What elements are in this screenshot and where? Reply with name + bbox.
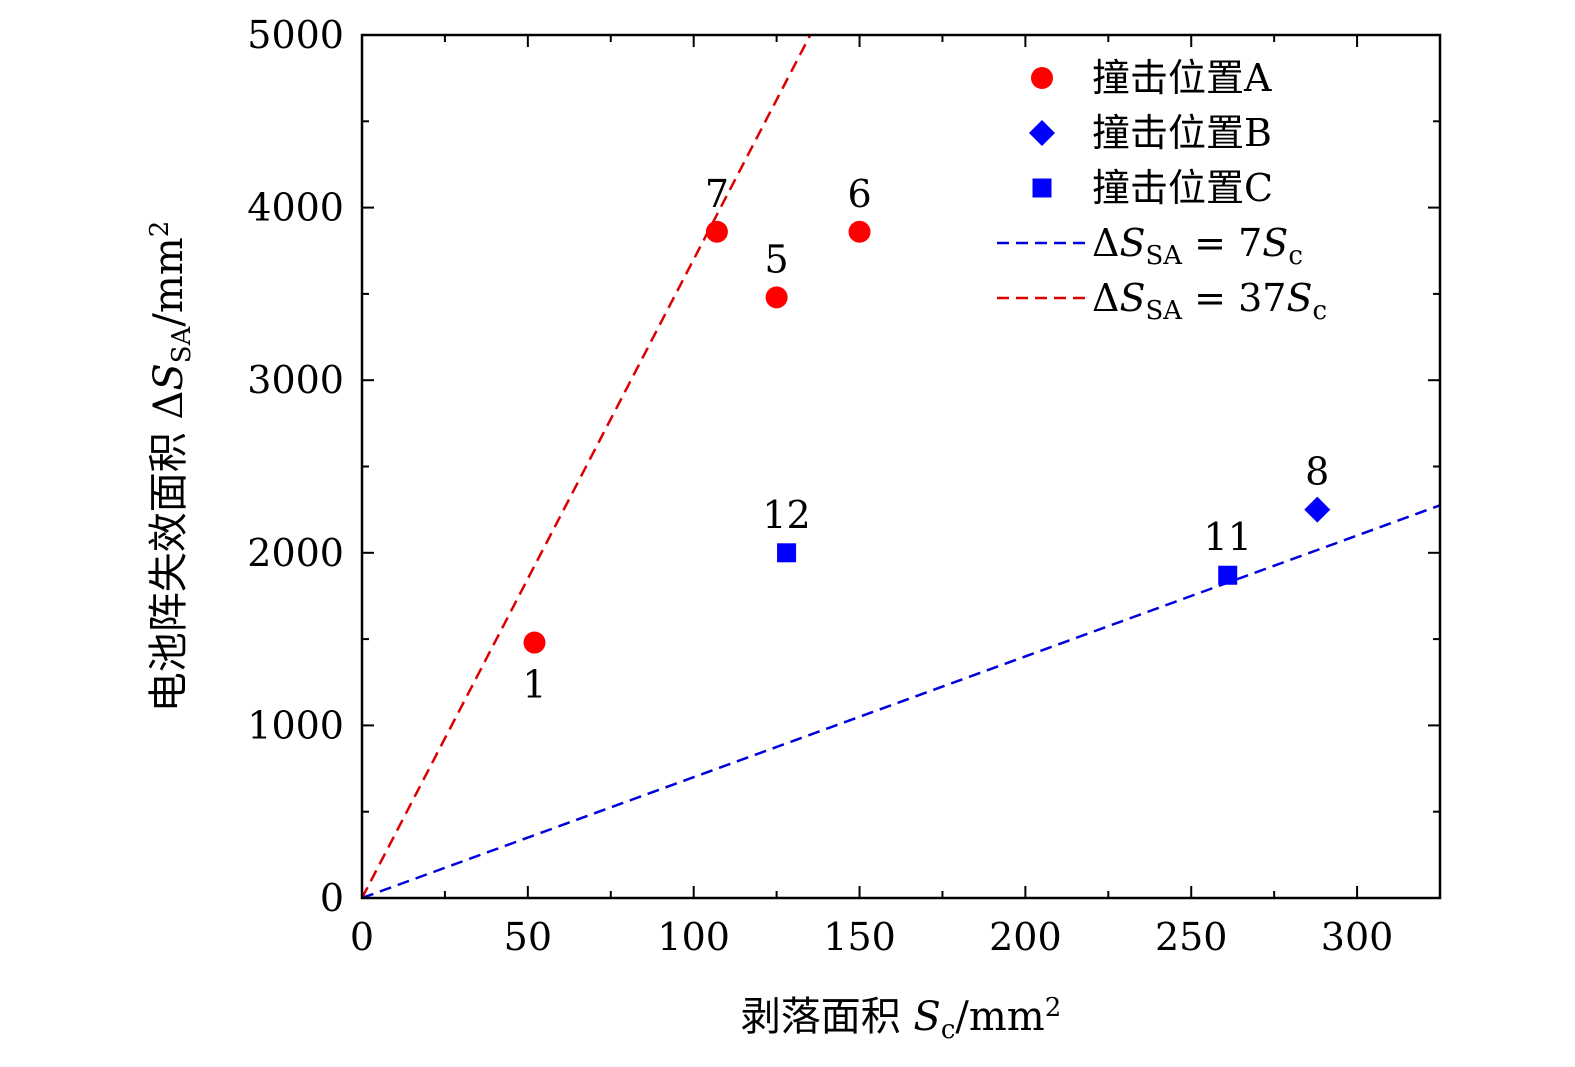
legend-item: ΔSSA = 7Sc: [997, 221, 1303, 271]
legend-item: 撞击位置A: [1031, 56, 1272, 100]
legend-label: ΔSSA = 37Sc: [1092, 276, 1327, 326]
data-point: [705, 220, 728, 243]
x-tick-label: 300: [1321, 915, 1394, 959]
x-axis-title: 剥落面积 Sc/mm2: [741, 993, 1062, 1045]
y-tick-label: 1000: [247, 703, 344, 747]
legend-marker: [1031, 67, 1053, 89]
y-tick-label: 0: [320, 876, 344, 920]
series-2: 8: [1304, 450, 1331, 523]
x-tick-label: 200: [989, 915, 1062, 959]
point-label: 7: [705, 172, 729, 216]
y-axis-title: 电池阵失效面积 ΔSSA/mm2: [145, 221, 197, 713]
y-tick-label: 3000: [247, 358, 344, 402]
legend-item: ΔSSA = 37Sc: [997, 276, 1327, 326]
legend-marker: [1029, 120, 1055, 146]
legend-item: 撞击位置B: [1029, 111, 1272, 155]
fit-line-2: [362, 35, 812, 898]
point-label: 1: [522, 663, 546, 707]
data-point: [1304, 496, 1331, 523]
point-label: 11: [1204, 515, 1252, 559]
legend-label: 撞击位置A: [1092, 56, 1272, 100]
series-3: 12 11: [762, 493, 1252, 585]
data-point: [848, 220, 871, 243]
x-tick-label: 50: [504, 915, 552, 959]
x-tick-label: 0: [350, 915, 374, 959]
point-label: 8: [1305, 450, 1329, 494]
y-tick-label: 5000: [247, 13, 344, 57]
plot-frame: [360, 33, 1442, 900]
x-tick-label: 250: [1155, 915, 1228, 959]
legend-marker: [1032, 178, 1052, 198]
fit-lines: [362, 35, 1440, 898]
x-tick-label: 150: [823, 915, 896, 959]
axes: 0 50 100 150 200 250 300010002000300040005000剥…: [145, 13, 1442, 1045]
data-point: [523, 631, 546, 654]
x-tick-label: 100: [657, 915, 730, 959]
y-tick-label: 2000: [247, 531, 344, 575]
legend-item: 撞击位置C: [1032, 166, 1273, 210]
y-tick-label: 4000: [247, 186, 344, 230]
data-point: [777, 543, 797, 563]
point-label: 12: [762, 493, 810, 537]
point-label: 6: [847, 172, 871, 216]
legend-label: 撞击位置C: [1092, 166, 1273, 210]
point-label: 5: [765, 237, 789, 281]
data-point: [765, 286, 788, 309]
data-point: [1218, 565, 1238, 585]
legend-label: ΔSSA = 7Sc: [1092, 221, 1303, 271]
fit-line-1: [362, 504, 1440, 898]
legend-label: 撞击位置B: [1092, 111, 1272, 155]
